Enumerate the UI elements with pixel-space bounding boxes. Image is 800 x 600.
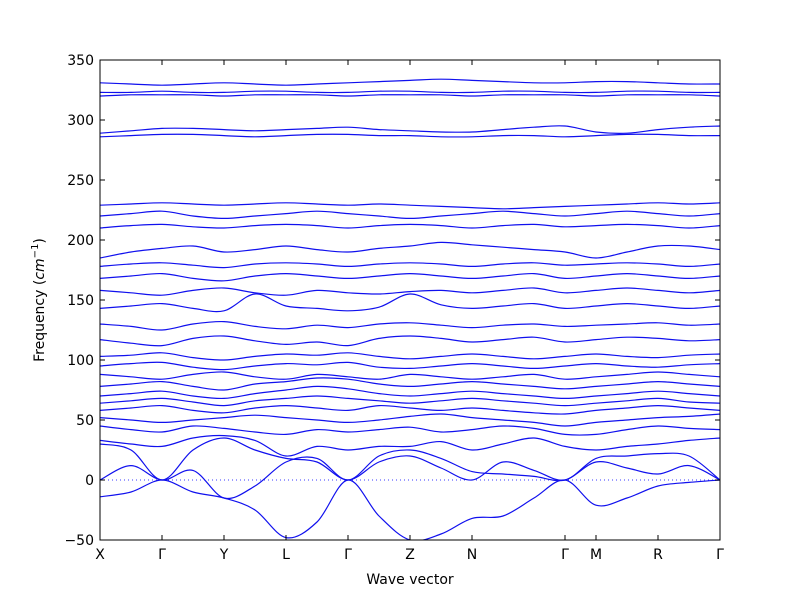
x-tick-label: X <box>95 547 105 563</box>
band-line-21 <box>100 223 720 229</box>
band-line-6 <box>100 413 720 427</box>
band-line-12 <box>100 361 720 371</box>
y-tick-label: −50 <box>64 533 94 549</box>
axes: −50 0 50 100 150 200 250 300 350 X Γ Y L Γ Z N Γ M R Γ <box>64 53 724 563</box>
band-line-17 <box>100 287 720 296</box>
band-line-9 <box>100 385 720 400</box>
band-line-11 <box>100 371 720 380</box>
band-line-14 <box>100 335 720 347</box>
band-line-2 <box>100 449 720 500</box>
y-tick-label: 100 <box>67 353 94 369</box>
x-tick-label: M <box>590 547 602 563</box>
y-tick-label: 0 <box>85 473 94 489</box>
x-axis-label: Wave vector <box>366 572 454 588</box>
band-line-3 <box>100 437 720 481</box>
band-line-1 <box>100 479 720 540</box>
band-line-19 <box>100 262 720 269</box>
y-axis-label: Frequency (cm−1) <box>30 238 48 362</box>
band-line-25 <box>100 125 720 134</box>
x-tick-label: Γ <box>158 547 166 563</box>
band-line-7 <box>100 404 720 415</box>
band-line-13 <box>100 352 720 361</box>
band-line-15 <box>100 320 720 331</box>
band-line-10 <box>100 377 720 391</box>
band-line-8 <box>100 395 720 407</box>
x-tick-label: Γ <box>561 547 569 563</box>
y-tick-label: 300 <box>67 113 94 129</box>
x-tick-label: Y <box>219 547 229 563</box>
y-axis-label-unit-close: ) <box>32 238 48 243</box>
x-tick-label: Z <box>405 547 415 563</box>
band-line-24 <box>100 133 720 138</box>
band-line-4 <box>100 434 720 457</box>
y-tick-label: 350 <box>67 53 94 69</box>
y-tick-label: 50 <box>76 413 94 429</box>
y-axis-label-unit-exp: −1 <box>30 244 41 259</box>
y-axis-label-unit-open: ( <box>32 280 48 290</box>
band-line-20 <box>100 241 720 259</box>
band-line-23 <box>100 202 720 210</box>
y-axis-label-unit: cm <box>32 258 48 279</box>
y-axis-label-text: Frequency <box>32 290 48 362</box>
x-tick-label: N <box>467 547 477 563</box>
band-line-27 <box>100 90 720 94</box>
y-tick-label: 200 <box>67 233 94 249</box>
plot-area <box>100 78 720 540</box>
band-line-28 <box>100 78 720 86</box>
y-tick-label: 150 <box>67 293 94 309</box>
x-tick-label: R <box>653 547 663 563</box>
band-line-5 <box>100 425 720 436</box>
x-tick-label: L <box>282 547 290 563</box>
band-series-group <box>100 78 720 540</box>
x-tick-label: Γ <box>716 547 724 563</box>
band-line-16 <box>100 293 720 313</box>
x-tick-label: Γ <box>344 547 352 563</box>
band-line-18 <box>100 272 720 282</box>
band-line-26 <box>100 94 720 97</box>
y-tick-label: 250 <box>67 173 94 189</box>
band-line-22 <box>100 210 720 220</box>
